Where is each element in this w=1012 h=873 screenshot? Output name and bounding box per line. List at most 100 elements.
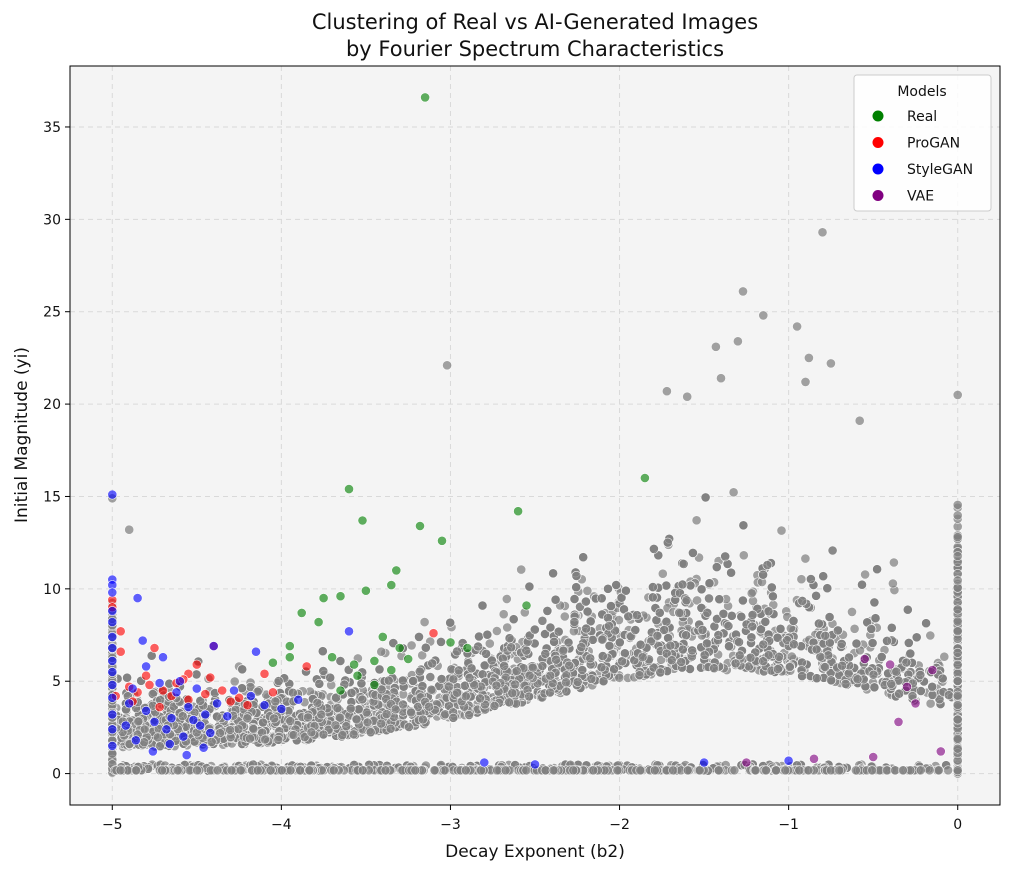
background-point (915, 670, 926, 680)
background-point (477, 600, 488, 611)
background-point (925, 698, 936, 709)
background-point (833, 625, 843, 636)
background-point (687, 645, 697, 656)
background-point (889, 557, 899, 568)
background-point (661, 580, 672, 591)
background-point (775, 623, 786, 634)
background-point (726, 567, 736, 578)
background-point (776, 525, 787, 536)
background-point (666, 655, 677, 666)
background-point (408, 676, 419, 686)
background-point (745, 652, 756, 663)
chart-title: Clustering of Real vs AI-Generated Image… (312, 10, 758, 61)
background-point (766, 582, 777, 593)
background-point (502, 622, 513, 633)
background-point (824, 612, 835, 622)
background-point (237, 664, 248, 675)
background-point (718, 608, 729, 619)
background-point (882, 636, 892, 646)
background-point (482, 629, 493, 640)
background-point (569, 594, 580, 604)
background-point (894, 688, 904, 699)
background-point (796, 574, 807, 585)
background-point (734, 637, 744, 647)
background-point (736, 611, 747, 622)
background-point (383, 675, 394, 686)
background-point (614, 637, 625, 648)
background-point (312, 698, 323, 708)
background-point (521, 645, 532, 656)
background-point (674, 608, 685, 618)
background-point (866, 624, 877, 634)
background-point (603, 583, 613, 594)
background-point (586, 674, 597, 684)
background-point (827, 545, 838, 556)
background-point (747, 621, 758, 632)
background-point (714, 594, 725, 605)
background-point (886, 622, 897, 633)
background-point (760, 616, 771, 627)
background-point (860, 569, 870, 580)
background-point (571, 582, 582, 593)
background-point (788, 639, 799, 650)
background-point (630, 625, 641, 635)
background-point (425, 672, 436, 682)
background-point (872, 564, 882, 575)
background-point (581, 596, 591, 607)
background-point (784, 662, 795, 672)
background-point (903, 638, 914, 648)
background-point (611, 580, 622, 590)
background-point (273, 676, 284, 686)
background-point (553, 626, 564, 637)
background-point (840, 679, 851, 689)
background-point (617, 656, 627, 667)
background-point (577, 665, 588, 675)
background-point (746, 588, 757, 599)
background-point (852, 674, 863, 685)
background-point (206, 737, 217, 747)
background-point (811, 673, 822, 684)
background-points (107, 227, 963, 779)
background-point (661, 616, 672, 627)
background-point (905, 648, 916, 659)
background-point (419, 617, 430, 627)
background-point (559, 611, 570, 622)
background-point (632, 610, 642, 621)
background-point (902, 604, 913, 615)
background-point (443, 681, 454, 692)
background-point (692, 595, 702, 606)
background-point (548, 568, 558, 579)
background-point (212, 711, 222, 722)
background-point (788, 616, 799, 626)
background-point (738, 550, 749, 561)
background-point (582, 606, 593, 617)
background-point (578, 552, 589, 563)
background-point (606, 601, 616, 611)
background-point (508, 614, 519, 625)
background-point (867, 638, 878, 648)
background-point (498, 609, 509, 620)
background-point (524, 581, 535, 592)
background-point (582, 585, 593, 596)
background-point (314, 678, 325, 689)
background-point (596, 593, 607, 604)
background-point (939, 651, 950, 662)
background-point (773, 664, 783, 674)
background-point (720, 551, 731, 562)
background-point (758, 639, 769, 650)
background-point (335, 656, 346, 666)
background-point (886, 679, 897, 689)
background-point (414, 632, 424, 642)
background-point (820, 630, 831, 641)
background-point (318, 666, 329, 676)
background-point (837, 660, 847, 671)
background-point (603, 612, 613, 623)
background-point (491, 626, 502, 636)
background-point (657, 568, 668, 579)
background-point (285, 716, 296, 726)
background-point (542, 606, 553, 616)
background-point (696, 584, 707, 595)
background-point (800, 553, 811, 564)
background-point (332, 703, 343, 713)
